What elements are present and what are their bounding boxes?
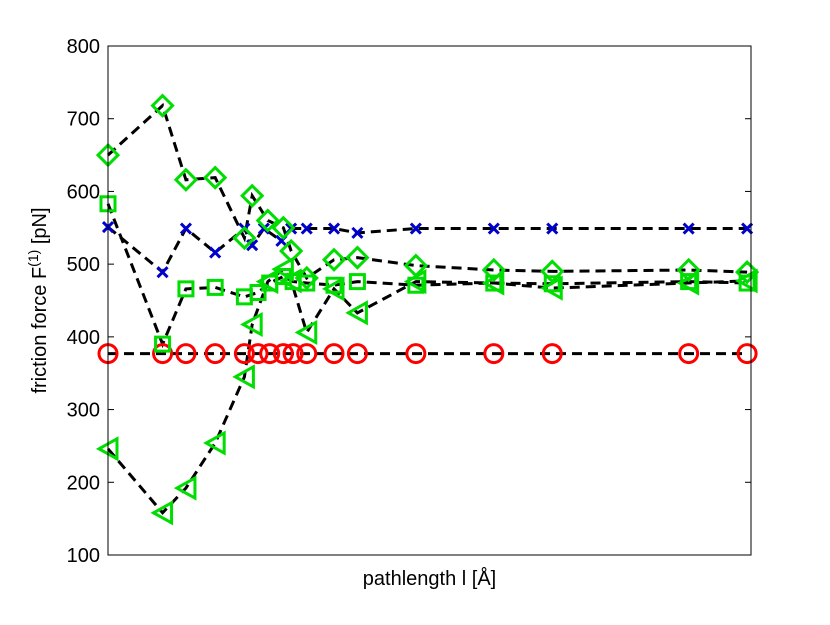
y-tick-labels: 100 200 300 400 500 600 700 800 xyxy=(67,36,100,567)
data-point-triangle-left xyxy=(279,268,302,294)
data-point-diamond xyxy=(734,260,760,285)
data-point-circle xyxy=(247,343,269,365)
y-tick-label: 500 xyxy=(67,254,100,276)
data-point-circle xyxy=(204,343,226,365)
data-point-x xyxy=(300,222,313,235)
y-tick-label: 300 xyxy=(67,400,100,422)
data-point-circle xyxy=(323,343,345,365)
data-point-circle xyxy=(152,343,174,365)
data-point-diamond xyxy=(173,167,199,192)
data-point-square xyxy=(348,273,366,291)
data-point-triangle-left xyxy=(294,319,318,346)
data-point-x xyxy=(209,246,222,259)
data-point-diamond xyxy=(540,259,565,284)
data-point-triangle-left xyxy=(203,430,226,456)
data-point-diamond xyxy=(240,183,265,208)
data-point-x xyxy=(741,222,754,235)
data-point-triangle-left xyxy=(255,269,279,295)
data-point-diamond xyxy=(150,93,175,118)
data-point-x xyxy=(327,222,341,235)
data-point-triangle-left xyxy=(540,275,563,301)
data-point-diamond xyxy=(203,165,228,190)
data-point-diamond xyxy=(321,247,347,272)
data-point-diamond xyxy=(345,245,370,270)
data-point-x xyxy=(156,266,169,279)
data-point-square xyxy=(249,284,267,302)
data-point-circle xyxy=(678,343,700,365)
data-point-circle xyxy=(259,343,281,365)
data-point-triangle-left xyxy=(481,270,505,296)
data-point-square xyxy=(177,280,195,298)
data-point-circle xyxy=(282,343,304,365)
data-point-circle xyxy=(175,343,197,365)
plot-area xyxy=(108,46,751,555)
data-point-diamond xyxy=(676,257,701,283)
data-point-circle xyxy=(233,343,255,365)
data-point-x xyxy=(409,222,422,235)
data-point-circle xyxy=(296,343,318,365)
data-point-triangle-left xyxy=(232,364,255,390)
y-tick-label: 700 xyxy=(67,109,100,131)
y-tick-label: 800 xyxy=(67,36,100,58)
y-tick-label: 400 xyxy=(67,327,100,349)
data-point-x xyxy=(351,226,364,239)
data-point-circle xyxy=(483,343,505,365)
data-point-square xyxy=(206,278,224,296)
data-point-x xyxy=(546,222,559,235)
data-point-x xyxy=(179,222,192,235)
data-point-triangle-left xyxy=(676,270,700,296)
data-point-triangle-left xyxy=(735,268,758,294)
plot-frame xyxy=(107,45,752,556)
series-markers xyxy=(95,93,760,526)
axis-ticks xyxy=(108,45,751,556)
data-point-circle xyxy=(405,343,427,365)
data-point-triangle-left xyxy=(271,256,294,282)
data-point-triangle-left xyxy=(173,475,197,501)
y-axis-label-superscript: (1) xyxy=(25,250,41,267)
series-line-diamond xyxy=(106,102,748,281)
data-point-triangle-left xyxy=(345,300,368,326)
data-point-triangle-left xyxy=(403,269,427,295)
y-tick-label: 200 xyxy=(67,472,100,494)
data-point-diamond xyxy=(481,257,506,283)
data-point-diamond xyxy=(232,225,257,251)
data-point-triangle-left xyxy=(150,500,174,526)
data-point-triangle-left xyxy=(321,276,345,302)
x-axis-label: pathlength l [Å] xyxy=(363,567,496,590)
data-point-x xyxy=(682,222,695,235)
series-line-x xyxy=(107,225,748,275)
y-axis-label-main: friction force F xyxy=(29,267,51,394)
data-point-square xyxy=(543,275,561,293)
data-point-circle xyxy=(346,343,368,365)
data-point-triangle-left xyxy=(240,311,263,338)
data-point-diamond xyxy=(255,208,280,233)
data-point-diamond xyxy=(271,215,296,240)
data-point-circle xyxy=(272,343,294,365)
y-tick-label: 100 xyxy=(67,545,100,567)
y-tick-label: 600 xyxy=(67,181,100,203)
y-axis-label: friction force F(1) [pN] xyxy=(25,207,51,393)
data-point-x xyxy=(487,222,500,235)
data-point-circle xyxy=(541,343,563,365)
data-point-circle xyxy=(736,343,758,365)
data-point-square xyxy=(154,335,172,353)
y-axis-label-unit: [pN] xyxy=(29,207,51,249)
